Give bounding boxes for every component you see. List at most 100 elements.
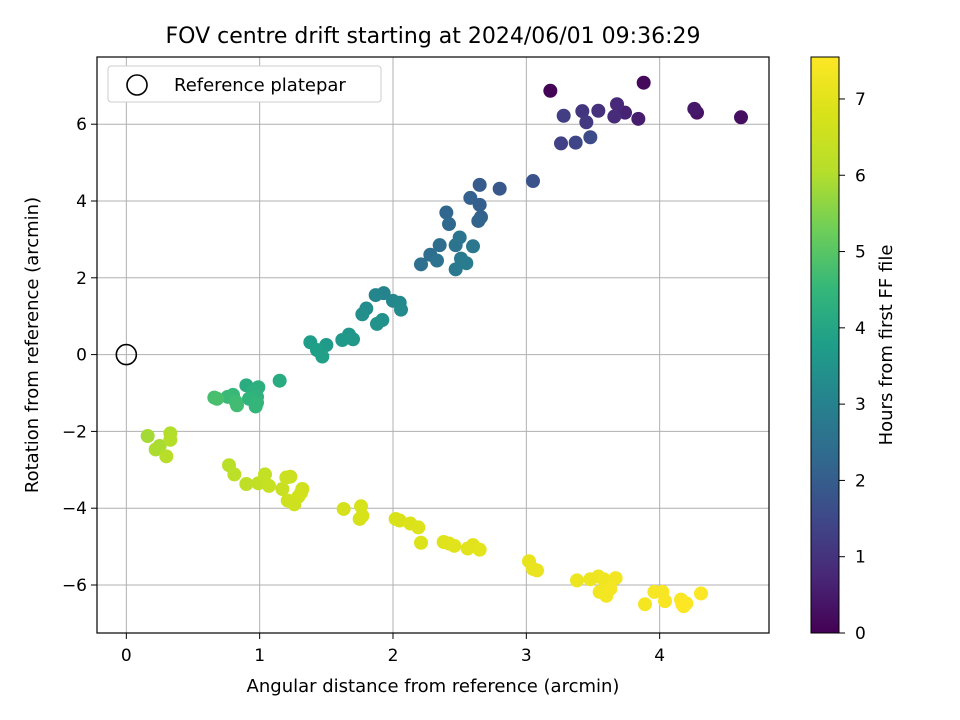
data-point — [370, 316, 384, 331]
data-point — [526, 174, 540, 189]
data-point — [591, 103, 606, 118]
data-point — [272, 373, 287, 388]
colorbar-tick-label: 5 — [855, 243, 866, 263]
data-point — [556, 108, 571, 123]
colorbar — [810, 56, 840, 634]
y-axis-label: Rotation from reference (arcmin) — [22, 197, 43, 493]
x-tick-label: 0 — [121, 646, 132, 666]
data-point — [442, 217, 456, 232]
colorbar-tick-label: 0 — [855, 624, 866, 644]
chart-title: FOV centre drift starting at 2024/06/01 … — [166, 24, 701, 49]
data-point — [336, 501, 351, 516]
data-point — [463, 190, 478, 205]
x-tick-label: 2 — [388, 646, 399, 666]
data-point — [346, 332, 360, 347]
data-point — [430, 253, 444, 268]
colorbar-tick-label: 4 — [855, 319, 866, 339]
data-point — [459, 256, 474, 271]
data-point — [570, 573, 584, 588]
data-point — [411, 520, 426, 535]
data-point — [148, 442, 163, 457]
data-point — [583, 130, 598, 145]
colorbar-ticks: 0 1 2 3 4 5 6 7 — [839, 90, 866, 644]
colorbar-label: Hours from first FF file — [876, 245, 897, 446]
y-tick-label: −6 — [62, 576, 87, 596]
reference-point-marker — [115, 343, 138, 366]
data-point — [452, 230, 467, 245]
data-point — [631, 111, 646, 126]
data-point — [159, 449, 174, 464]
data-point — [472, 177, 487, 192]
data-point — [554, 136, 568, 151]
data-point — [608, 571, 623, 586]
x-tick-label: 1 — [254, 646, 265, 666]
data-point — [239, 477, 254, 492]
legend-label: Reference platepar — [174, 75, 346, 96]
data-point — [638, 597, 652, 612]
legend-marker-icon — [126, 74, 148, 96]
data-point — [315, 349, 330, 364]
data-points — [140, 75, 748, 614]
colorbar-tick-label: 7 — [855, 90, 866, 110]
data-point — [675, 597, 690, 612]
data-point — [734, 110, 748, 125]
colorbar-tick-label: 6 — [855, 166, 866, 186]
data-point — [210, 391, 224, 406]
data-point — [283, 469, 298, 484]
y-tick-label: 4 — [76, 192, 87, 212]
colorbar-tick-label: 3 — [855, 395, 866, 415]
legend-box — [107, 65, 382, 103]
x-axis-ticks: 0 1 2 3 4 — [121, 633, 665, 666]
data-point — [543, 83, 558, 98]
y-axis-ticks: −6 −4 −2 0 2 4 6 — [62, 115, 97, 596]
data-point — [335, 333, 350, 348]
plot-frame — [96, 56, 770, 634]
data-point — [568, 135, 583, 150]
data-point — [610, 97, 624, 112]
data-point — [355, 307, 370, 322]
data-point — [294, 485, 308, 500]
data-point — [414, 535, 428, 550]
data-point — [432, 238, 447, 253]
reference-marker — [115, 343, 138, 366]
data-point — [392, 513, 407, 528]
legend: Reference platepar — [107, 65, 382, 103]
data-point — [603, 581, 618, 596]
x-tick-label: 3 — [521, 646, 532, 666]
data-point — [439, 205, 454, 220]
data-point — [248, 399, 263, 414]
data-point — [140, 429, 155, 444]
y-tick-label: 2 — [76, 269, 87, 289]
data-point — [258, 467, 272, 482]
data-point — [227, 467, 242, 482]
data-point — [230, 398, 244, 413]
data-point — [687, 101, 702, 116]
data-point — [466, 239, 480, 254]
grid-lines — [97, 57, 769, 633]
data-point — [414, 257, 428, 272]
data-point — [636, 75, 651, 90]
data-point — [492, 181, 507, 196]
data-point — [579, 115, 594, 130]
data-point — [275, 482, 290, 496]
data-point — [472, 542, 487, 557]
data-point — [694, 586, 708, 601]
data-point — [471, 213, 486, 228]
y-tick-label: 0 — [76, 346, 87, 366]
data-point — [262, 478, 276, 493]
data-point — [658, 594, 672, 609]
y-tick-label: −4 — [62, 499, 87, 519]
x-axis-label: Angular distance from reference (arcmin) — [247, 676, 620, 697]
data-point — [355, 508, 370, 523]
data-point — [448, 262, 463, 277]
data-point — [575, 104, 590, 119]
colorbar-tick-label: 2 — [855, 471, 866, 491]
data-point — [530, 563, 544, 578]
data-point — [163, 432, 178, 447]
x-tick-label: 4 — [654, 646, 665, 666]
data-point — [368, 288, 383, 303]
data-point — [447, 538, 462, 553]
y-tick-label: −2 — [62, 422, 87, 442]
data-point — [394, 302, 408, 317]
